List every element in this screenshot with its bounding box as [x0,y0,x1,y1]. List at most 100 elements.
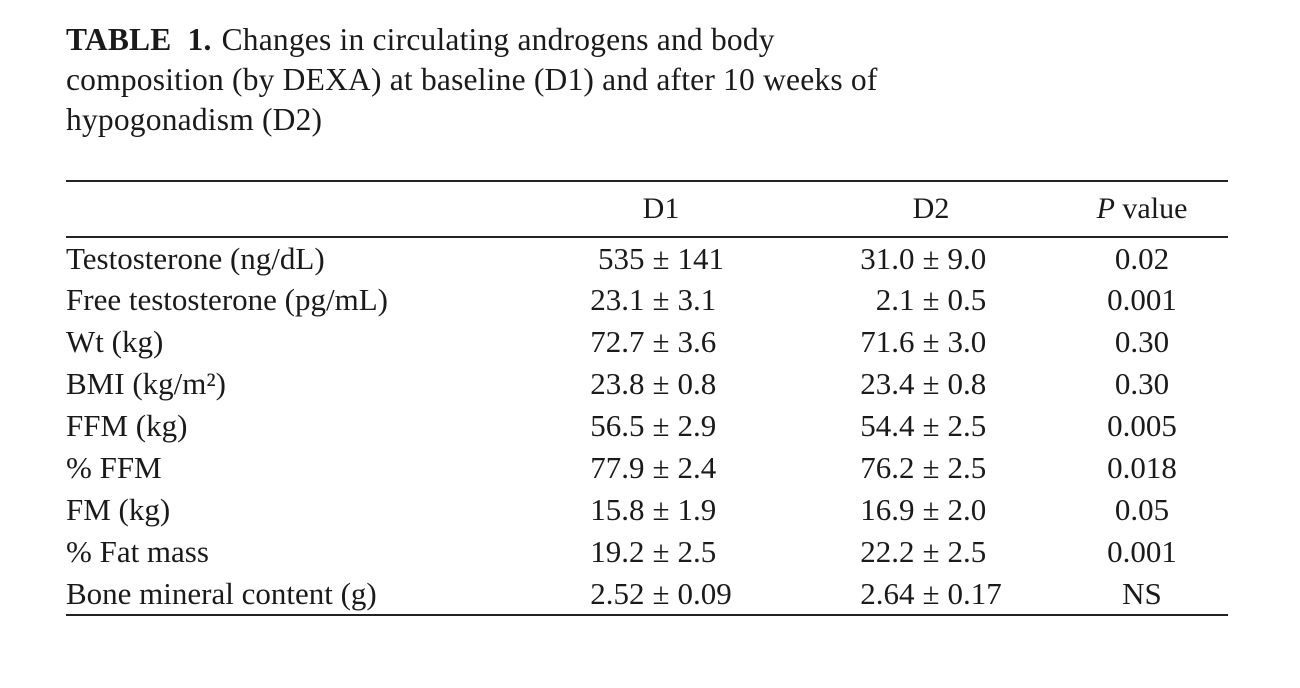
d2-sd: 0.17 [947,575,1002,611]
d2-mean: 71.6 [860,324,915,359]
caption-text-1: Changes in circulating androgens and bod… [221,22,775,57]
d1-sd: 2.9 [677,408,717,443]
plus-minus-sign: ± [652,534,670,569]
plus-minus-sign: ± [652,282,670,317]
d1-value: 72.7 ± 3.6 [516,324,806,360]
plus-minus-sign: ± [652,240,670,276]
d2-value: 54.4 ± 2.5 [806,408,1056,444]
cell-pvalue: 0.02 [1114,240,1170,276]
cell-d1: 535 ± 141 [516,237,806,279]
d2-value: 22.2 ± 2.5 [806,534,1056,570]
d1-value: 23.1 ± 3.1 [516,282,806,318]
d1-mean: 23.1 [590,282,645,317]
table-number: TABLE 1. [66,22,212,57]
d2-mean: 2.1 [875,282,915,317]
plus-minus-sign: ± [922,450,940,485]
d1-value: 2.52 ± 0.09 [516,576,806,612]
d1-mean: 77.9 [590,450,645,485]
d1-sd: 0.8 [677,366,717,401]
caption-line: composition (by DEXA) at baseline (D1) a… [66,62,878,97]
table-row: FM (kg) 15.8 ± 1.9 16.9 ± 2.0 0.05 [66,489,1228,531]
header-d2: D2 [912,192,950,225]
row-label: Wt (kg) [66,324,164,359]
table-row: Bone mineral content (g) 2.52 ± 0.09 2.6… [66,573,1228,615]
header-row: D1 D2 P value [66,181,1228,237]
table-body: Testosterone (ng/dL) 535 ± 141 31.0 ± 9.… [66,237,1228,615]
d2-sd: 2.5 [947,534,987,569]
d1-sd: 2.5 [677,534,717,569]
d2-mean: 23.4 [860,366,915,401]
table-row: BMI (kg/m²) 23.8 ± 0.8 23.4 ± 0.8 0.30 [66,363,1228,405]
d2-value: 16.9 ± 2.0 [806,492,1056,528]
d2-value: 31.0 ± 9.0 [806,241,1056,277]
cell-d2: 31.0 ± 9.0 [806,237,1056,279]
plus-minus-sign: ± [922,324,940,359]
table-caption: TABLE 1. Changes in circulating androgens… [66,20,1228,140]
d2-mean: 54.4 [860,408,915,443]
table-row: % FFM 77.9 ± 2.4 76.2 ± 2.5 0.018 [66,447,1228,489]
data-table: D1 D2 P value Testosterone (ng/dL) 535 ±… [66,180,1228,616]
table-row: Testosterone (ng/dL) 535 ± 141 31.0 ± 9.… [66,237,1228,279]
cell-pvalue: 0.30 [1114,324,1170,359]
plus-minus-sign: ± [922,492,940,527]
cell-d2: 54.4 ± 2.5 [806,405,1056,447]
d1-value: 77.9 ± 2.4 [516,450,806,486]
table-row: % Fat mass 19.2 ± 2.5 22.2 ± 2.5 0.001 [66,531,1228,573]
cell-pvalue: 0.30 [1114,366,1170,401]
plus-minus-sign: ± [652,366,670,401]
d2-value: 2.1 ± 0.5 [806,282,1056,318]
cell-d1: 72.7 ± 3.6 [516,321,806,363]
cell-pvalue: 0.001 [1107,282,1177,317]
cell-d1: 23.1 ± 3.1 [516,279,806,321]
plus-minus-sign: ± [922,282,940,317]
row-label: Free testosterone (pg/mL) [66,282,388,317]
plus-minus-sign: ± [652,324,670,359]
d2-mean: 22.2 [860,534,915,569]
d2-sd: 2.0 [947,492,987,527]
d1-value: 56.5 ± 2.9 [516,408,806,444]
cell-pvalue: 0.05 [1114,492,1170,527]
plus-minus-sign: ± [652,408,670,443]
cell-d2: 71.6 ± 3.0 [806,321,1056,363]
d1-value: 15.8 ± 1.9 [516,492,806,528]
d1-value: 535 ± 141 [516,241,806,277]
cell-d2: 23.4 ± 0.8 [806,363,1056,405]
row-label: Testosterone (ng/dL) [66,240,325,276]
cell-pvalue: NS [1122,575,1162,611]
cell-d1: 19.2 ± 2.5 [516,531,806,573]
caption-line: TABLE 1. Changes in circulating androgens… [66,20,1228,60]
d2-value: 2.64 ± 0.17 [806,576,1056,612]
caption-line: hypogonadism (D2) [66,102,323,137]
plus-minus-sign: ± [652,575,670,611]
d1-mean: 23.8 [590,366,645,401]
cell-d2: 16.9 ± 2.0 [806,489,1056,531]
d1-sd: 141 [677,240,725,276]
plus-minus-sign: ± [652,492,670,527]
d1-sd: 3.1 [677,282,717,317]
row-label: % FFM [66,450,162,485]
plus-minus-sign: ± [922,575,940,611]
p-italic: P [1096,192,1115,225]
d1-mean: 2.52 [590,575,645,611]
d1-mean: 535 [598,240,645,276]
d1-value: 23.8 ± 0.8 [516,366,806,402]
d2-sd: 0.8 [947,366,987,401]
cell-d2: 22.2 ± 2.5 [806,531,1056,573]
d1-sd: 0.09 [677,575,732,611]
plus-minus-sign: ± [922,534,940,569]
cell-d1: 23.8 ± 0.8 [516,363,806,405]
d1-mean: 19.2 [590,534,645,569]
d1-mean: 72.7 [590,324,645,359]
cell-pvalue: 0.018 [1107,450,1177,485]
d2-sd: 2.5 [947,408,987,443]
row-label: Bone mineral content (g) [66,575,377,611]
d2-value: 23.4 ± 0.8 [806,366,1056,402]
cell-d2: 2.64 ± 0.17 [806,573,1056,615]
d1-sd: 2.4 [677,450,717,485]
cell-d1: 2.52 ± 0.09 [516,573,806,615]
row-label: % Fat mass [66,534,209,569]
header-d1: D1 [642,192,680,225]
d1-mean: 56.5 [590,408,645,443]
cell-d1: 56.5 ± 2.9 [516,405,806,447]
table-row: Wt (kg) 72.7 ± 3.6 71.6 ± 3.0 0.30 [66,321,1228,363]
